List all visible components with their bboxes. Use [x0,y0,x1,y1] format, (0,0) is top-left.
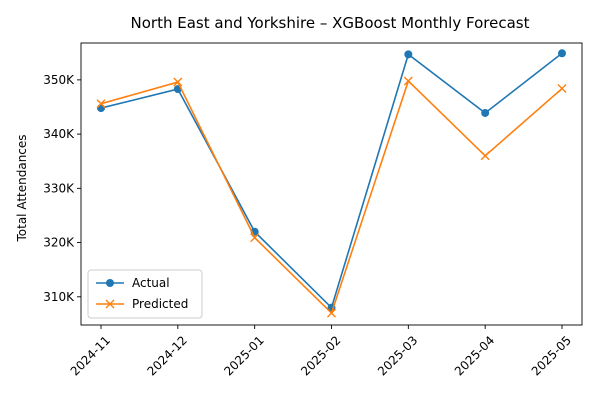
series-actual [97,49,566,312]
x-tick-label: 2025-03 [375,333,420,378]
chart-title: North East and Yorkshire – XGBoost Month… [131,14,530,32]
data-point [250,233,260,243]
x-tick-label: 2024-12 [145,333,190,378]
data-point [96,99,106,109]
data-point [557,84,567,94]
y-tick-label: 350K [43,73,75,87]
data-point [327,308,336,318]
legend-marker [105,299,115,309]
y-tick-label: 320K [43,236,75,250]
data-point [97,104,105,113]
series-predicted [96,76,567,318]
x-tick-label: 2025-01 [221,333,266,378]
x-tick-label: 2024-11 [68,333,113,378]
legend-marker [106,279,114,287]
y-tick-label: 310K [43,290,75,304]
plot-area: 310K 320K 330K 340K 350K 2024-11 2024-12 2025-0… [43,42,583,379]
data-point [404,50,413,59]
data-point [481,108,490,117]
series-line-actual [100,52,563,310]
y-tick-label: 340K [43,127,75,141]
legend: Actual Predicted [87,269,203,319]
legend-label: Actual [132,276,170,290]
x-tick-label: 2025-05 [529,333,574,378]
data-point [480,151,490,161]
y-axis-label: Total Attendances [15,134,29,242]
x-tick-label: 2025-02 [298,333,343,378]
data-point [403,76,413,86]
data-point [173,77,183,87]
data-point [558,49,566,58]
x-tick-label: 2025-04 [452,333,497,378]
legend-label: Predicted [132,297,188,311]
legend-box [87,269,203,319]
y-tick-label: 330K [43,181,75,195]
